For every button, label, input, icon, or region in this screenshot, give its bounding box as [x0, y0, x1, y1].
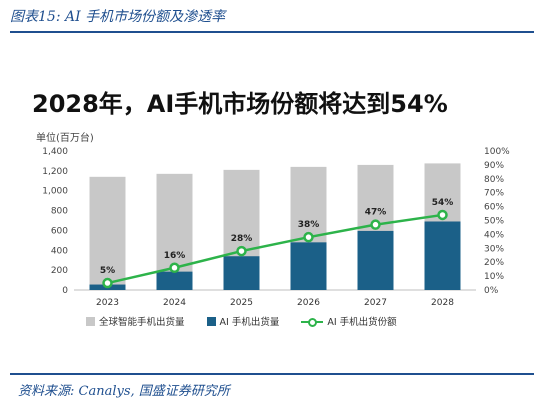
x-tick-label: 2024 [163, 298, 186, 308]
y-axis-unit-label: 单位(百万台) [36, 133, 94, 144]
y2-tick-label: 80% [484, 175, 504, 185]
bar-ai [357, 230, 394, 290]
x-tick-label: 2027 [364, 298, 387, 308]
share-point [169, 262, 180, 274]
y2-tick-label: 50% [484, 217, 504, 227]
y2-tick-label: 10% [484, 272, 504, 282]
y-tick-label: 200 [51, 266, 68, 276]
legend-item-share: AI 手机出货份额 [301, 314, 397, 328]
share-line [107, 213, 443, 285]
x-tick-label: 2023 [96, 298, 119, 308]
x-tick-label: 2026 [297, 298, 320, 308]
legend-swatch-ai [206, 316, 216, 326]
bar-ai [223, 256, 260, 290]
share-point [370, 219, 381, 230]
legend-swatch-share [301, 317, 324, 327]
y2-tick-label: 60% [484, 203, 504, 213]
share-point [236, 245, 247, 257]
share-data-label: 54% [432, 198, 454, 208]
share-point [437, 209, 448, 221]
share-data-label: 16% [164, 251, 186, 261]
legend-label-ai: AI 手机出货量 [219, 317, 280, 328]
share-data-label: 28% [231, 234, 253, 244]
share-point [102, 277, 113, 289]
bar-ai [156, 271, 193, 290]
x-tick-label: 2028 [431, 298, 454, 308]
y2-tick-label: 90% [484, 161, 504, 171]
y-tick-label: 0 [62, 286, 68, 296]
source-note: 资料来源: Canalys, 国盛证券研究所 [18, 384, 230, 399]
top-rule [10, 31, 534, 33]
y2-tick-label: 100% [484, 147, 510, 157]
chart-legend: 全球智能手机出货量 AI 手机出货量 AI 手机出货份额 [86, 314, 397, 328]
legend-item-ai: AI 手机出货量 [206, 314, 280, 328]
bottom-rule [10, 373, 534, 375]
y2-tick-label: 0% [484, 286, 499, 296]
x-tick-label: 2025 [230, 298, 253, 308]
y-tick-label: 1,200 [42, 167, 68, 177]
legend-label-share: AI 手机出货份额 [327, 317, 397, 328]
chart-headline: 2028年，AI手机市场份额将达到54% [32, 90, 448, 118]
share-data-label: 47% [365, 208, 387, 218]
share-data-label: 38% [298, 220, 320, 230]
bar-ai [290, 242, 327, 290]
y-tick-label: 1,400 [42, 147, 68, 157]
y-tick-label: 400 [51, 246, 68, 256]
figure-title: 图表15: AI 手机市场份额及渗透率 [10, 9, 226, 25]
legend-label-total: 全球智能手机出货量 [99, 317, 185, 328]
share-point [303, 231, 314, 243]
share-data-label: 5% [100, 266, 115, 276]
y2-tick-label: 40% [484, 230, 504, 240]
legend-swatch-total [86, 316, 95, 326]
y2-tick-label: 30% [484, 244, 504, 254]
bar-total [89, 176, 126, 290]
y2-tick-label: 20% [484, 258, 504, 268]
y2-tick-label: 70% [484, 189, 504, 199]
y-tick-label: 800 [51, 207, 68, 217]
y-tick-label: 600 [51, 226, 68, 236]
legend-item-total: 全球智能手机出货量 [86, 314, 185, 328]
bar-ai [424, 221, 461, 290]
y-tick-label: 1,000 [42, 187, 68, 197]
